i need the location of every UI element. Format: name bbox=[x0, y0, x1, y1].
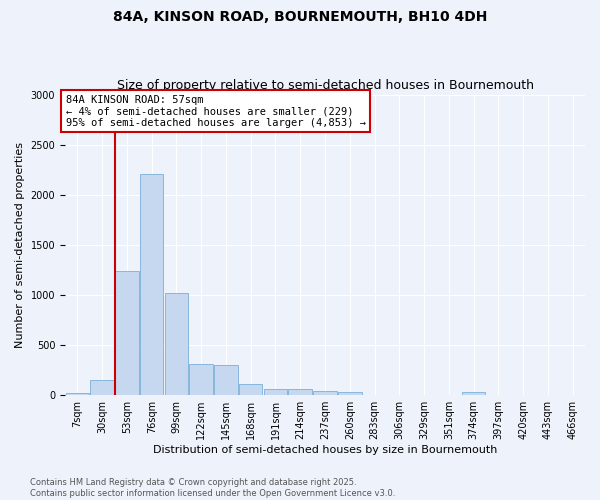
Bar bbox=[91, 380, 114, 395]
Bar bbox=[140, 174, 163, 395]
Text: 84A, KINSON ROAD, BOURNEMOUTH, BH10 4DH: 84A, KINSON ROAD, BOURNEMOUTH, BH10 4DH bbox=[113, 10, 487, 24]
Text: 84A KINSON ROAD: 57sqm
← 4% of semi-detached houses are smaller (229)
95% of sem: 84A KINSON ROAD: 57sqm ← 4% of semi-deta… bbox=[65, 94, 365, 128]
Bar bbox=[462, 392, 485, 395]
Bar bbox=[264, 389, 287, 395]
Bar bbox=[190, 364, 213, 395]
Bar bbox=[313, 392, 337, 395]
Bar bbox=[289, 390, 312, 395]
Bar bbox=[239, 384, 262, 395]
Bar bbox=[338, 392, 362, 395]
Y-axis label: Number of semi-detached properties: Number of semi-detached properties bbox=[15, 142, 25, 348]
Text: Contains HM Land Registry data © Crown copyright and database right 2025.
Contai: Contains HM Land Registry data © Crown c… bbox=[30, 478, 395, 498]
Title: Size of property relative to semi-detached houses in Bournemouth: Size of property relative to semi-detach… bbox=[116, 79, 533, 92]
Bar bbox=[214, 364, 238, 395]
X-axis label: Distribution of semi-detached houses by size in Bournemouth: Distribution of semi-detached houses by … bbox=[153, 445, 497, 455]
Bar bbox=[164, 293, 188, 395]
Bar bbox=[115, 271, 139, 395]
Bar bbox=[65, 394, 89, 395]
